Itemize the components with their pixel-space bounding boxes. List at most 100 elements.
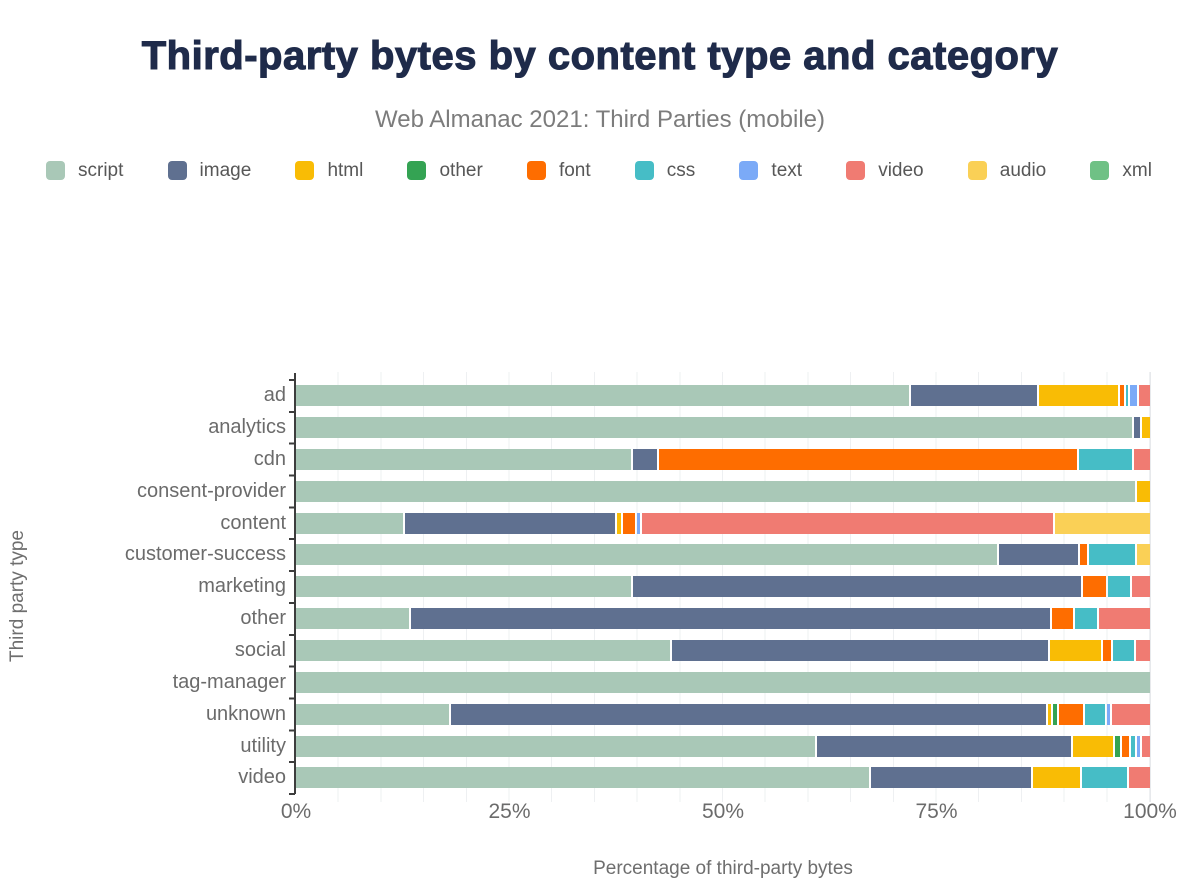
bar-segment-image xyxy=(450,703,1046,725)
script-swatch-icon xyxy=(46,161,65,181)
y-axis-title: Third party type xyxy=(7,529,28,662)
row-label: cdn xyxy=(253,447,286,470)
bar-segment-script xyxy=(296,448,632,470)
bar-segment-text xyxy=(1137,735,1141,757)
bar-segment-audio xyxy=(1137,544,1150,566)
legend-label: script xyxy=(78,159,124,181)
legend-label: text xyxy=(771,159,803,181)
bar-segment-video xyxy=(641,512,1053,534)
legend-label: css xyxy=(666,159,696,181)
row-label: utility xyxy=(240,734,286,757)
bar-segment-image xyxy=(910,385,1038,407)
row-label: tag-manager xyxy=(172,670,286,693)
bar-segment-script xyxy=(296,735,816,757)
legend-label: image xyxy=(199,159,252,181)
bar-segment-image xyxy=(633,576,1081,598)
bar-segment-video xyxy=(1142,735,1151,757)
bar-row-unknown: unknown xyxy=(0,698,1150,730)
bar-track xyxy=(296,735,1151,757)
bar-segment-audio xyxy=(1054,512,1150,534)
bar-segment-image xyxy=(817,735,1071,757)
row-label: content xyxy=(220,511,286,534)
legend-item-video: video xyxy=(846,160,924,182)
row-label: unknown xyxy=(205,702,286,725)
bar-segment-video xyxy=(1112,703,1150,725)
html-swatch-icon xyxy=(295,161,315,181)
bar-segment-css xyxy=(1108,576,1131,598)
x-tick-label: 100% xyxy=(1123,799,1177,823)
bar-row-social: social xyxy=(0,635,1150,667)
bar-track xyxy=(296,385,1150,407)
bar-segment-css xyxy=(1082,767,1127,789)
bar-segment-script xyxy=(296,385,909,407)
bar-segment-image xyxy=(633,448,657,470)
x-tick-label: 25% xyxy=(488,799,531,823)
bar-segment-text xyxy=(1106,703,1111,725)
bar-segment-html xyxy=(616,512,621,534)
bar-segment-script xyxy=(296,576,632,598)
row-label: social xyxy=(234,638,286,661)
legend-label: font xyxy=(558,159,591,181)
audio-swatch-icon xyxy=(967,161,987,181)
bar-segment-image xyxy=(999,544,1078,566)
legend-item-css: css xyxy=(634,159,696,182)
legend-item-audio: audio xyxy=(967,159,1047,182)
bar-segment-html xyxy=(1050,639,1101,661)
y-axis-line xyxy=(294,372,296,794)
bar-segment-css xyxy=(1113,639,1134,661)
row-label: video xyxy=(238,766,286,789)
row-label: ad xyxy=(263,384,286,407)
bar-segment-video xyxy=(1128,767,1150,789)
bar-segment-font xyxy=(622,512,635,534)
bar-segment-font xyxy=(1120,385,1124,407)
video-swatch-icon xyxy=(846,161,866,181)
bar-segment-video xyxy=(1132,576,1150,598)
bar-segment-html xyxy=(1033,767,1080,789)
bar-segment-html xyxy=(1072,735,1114,757)
bar-track xyxy=(296,608,1151,630)
font-swatch-icon xyxy=(526,161,546,181)
bar-rows: ad analytics cdn consent-provider content cus… xyxy=(0,380,1151,794)
bar-track xyxy=(296,639,1150,661)
bar-track xyxy=(296,576,1150,598)
legend-label: audio xyxy=(999,159,1047,181)
bar-segment-css xyxy=(1088,544,1136,566)
other-swatch-icon xyxy=(407,161,427,181)
bar-track xyxy=(296,448,1150,470)
bar-segment-html xyxy=(1141,417,1150,439)
bar-segment-css xyxy=(1125,385,1129,407)
bar-segment-css xyxy=(1078,448,1132,470)
bar-row-consent-provider: consent-provider xyxy=(0,475,1150,507)
bar-segment-font xyxy=(1122,735,1129,757)
bar-segment-other xyxy=(1115,735,1121,757)
row-label: consent-provider xyxy=(137,479,286,502)
bar-segment-font xyxy=(1082,576,1107,598)
bar-segment-image xyxy=(1133,417,1140,439)
bar-segment-script xyxy=(296,703,449,725)
row-label: marketing xyxy=(198,575,286,598)
legend-item-html: html xyxy=(295,160,363,182)
x-tick-label: 75% xyxy=(915,799,958,823)
bar-row-other: other xyxy=(0,603,1151,635)
bar-segment-script xyxy=(296,639,670,661)
bar-segment-css xyxy=(1075,608,1098,630)
legend-item-image: image xyxy=(167,159,252,182)
legend-item-other: other xyxy=(407,160,483,182)
bar-row-customer-success: customer-success xyxy=(0,539,1150,571)
bar-segment-script xyxy=(296,417,1132,439)
row-label: other xyxy=(240,607,286,630)
chart-subtitle: Web Almanac 2021: Third Parties (mobile) xyxy=(375,105,825,133)
bar-segment-video xyxy=(1135,639,1150,661)
bar-segment-font xyxy=(658,448,1077,470)
legend-label: xml xyxy=(1122,159,1152,181)
bar-segment-script xyxy=(296,767,869,789)
text-swatch-icon xyxy=(739,161,759,181)
y-axis-ticks xyxy=(289,378,295,795)
legend-item-xml: xml xyxy=(1090,160,1152,182)
chart-title: Third-party bytes by content type and ca… xyxy=(141,33,1059,78)
bar-segment-script xyxy=(296,512,403,534)
bar-segment-image xyxy=(870,767,1032,789)
bar-segment-image xyxy=(671,639,1049,661)
legend-label: html xyxy=(327,159,364,181)
bar-segment-video xyxy=(1133,448,1150,470)
